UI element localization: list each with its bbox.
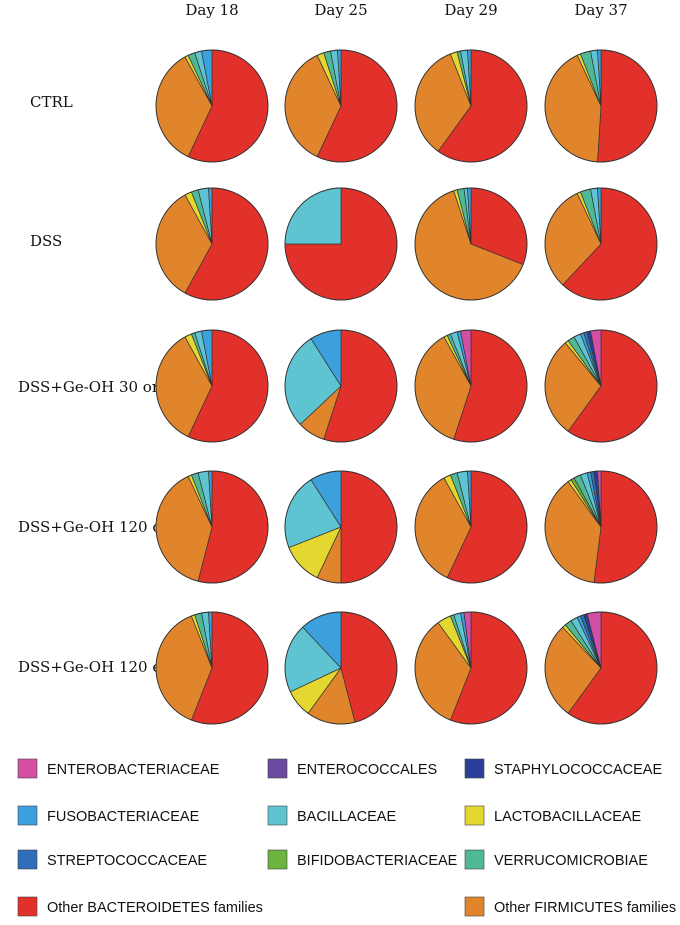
legend-swatch xyxy=(464,758,485,779)
pie-outline xyxy=(155,470,269,584)
legend-label: ENTEROCOCCALES xyxy=(297,762,437,778)
legend-label: BIFIDOBACTERIACEAE xyxy=(297,853,458,869)
pie-outline xyxy=(284,49,398,163)
row-label-dss-geoh-30-or: DSS+Ge-OH 30 or xyxy=(18,378,160,396)
legend-swatch xyxy=(17,896,38,917)
pie-dss-day-29 xyxy=(414,187,528,301)
legend-label: STAPHYLOCOCCACEAE xyxy=(494,762,662,778)
pie-outline xyxy=(414,611,528,725)
legend-label: ENTEROBACTERIACEAE xyxy=(47,762,220,778)
pie-dss-ge-oh-30-or-day-18 xyxy=(155,329,269,443)
column-label-day-25: Day 25 xyxy=(314,1,367,19)
pie-ctrl-day-29 xyxy=(414,49,528,163)
legend-swatch xyxy=(267,849,288,870)
pie-outline xyxy=(155,49,269,163)
slice-bacillaceae xyxy=(284,187,342,245)
legend-swatch xyxy=(464,896,485,917)
slice-other-bacteroidetes-families xyxy=(340,470,398,584)
pie-dss-ge-oh-120-en-day-37 xyxy=(544,611,658,725)
pie-dss-ge-oh-120-en-day-29 xyxy=(414,611,528,725)
slice-other-bacteroidetes-families xyxy=(597,49,658,163)
pie-outline xyxy=(414,187,528,301)
pie-outline xyxy=(284,470,398,584)
pie-outline xyxy=(544,187,658,301)
pie-outline xyxy=(155,329,269,443)
row-label-ctrl: CTRL xyxy=(30,93,73,111)
pie-outline xyxy=(544,611,658,725)
pie-outline xyxy=(155,611,269,725)
legend-item-bifidobacteriaceae: BIFIDOBACTERIACEAE xyxy=(267,849,458,870)
row-label-dss-geoh-120-or: DSS+Ge-OH 120 or xyxy=(18,518,169,536)
legend-item-staphylococcaceae: STAPHYLOCOCCACEAE xyxy=(464,758,662,779)
row-label-dss: DSS xyxy=(30,232,62,250)
legend-swatch xyxy=(464,849,485,870)
pie-outline xyxy=(544,470,658,584)
legend-swatch xyxy=(267,805,288,826)
legend-label: BACILLACEAE xyxy=(297,809,396,825)
legend-item-lactobacillaceae: LACTOBACILLACEAE xyxy=(464,805,642,826)
legend-label: LACTOBACILLACEAE xyxy=(494,809,642,825)
pie-grid xyxy=(155,49,658,725)
pie-ctrl-day-37 xyxy=(544,49,658,163)
pie-dss-ge-oh-120-or-day-37 xyxy=(544,470,658,584)
slice-other-bacteroidetes-families xyxy=(593,470,658,584)
pie-dss-ge-oh-30-or-day-25 xyxy=(284,329,398,443)
pie-dss-ge-oh-30-or-day-29 xyxy=(414,329,528,443)
legend-label: FUSOBACTERIACEAE xyxy=(47,809,200,825)
column-label-day-37: Day 37 xyxy=(574,1,627,19)
legend-item-other-bacteroidetes-families: Other BACTEROIDETES families xyxy=(17,896,263,917)
legend-label: Other BACTEROIDETES families xyxy=(47,900,263,916)
pie-ctrl-day-25 xyxy=(284,49,398,163)
legend-swatch xyxy=(464,805,485,826)
pie-dss-day-18 xyxy=(155,187,269,301)
pie-outline xyxy=(284,187,398,301)
pie-dss-ge-oh-30-or-day-37 xyxy=(544,329,658,443)
column-labels: Day 18 Day 25 Day 29 Day 37 xyxy=(185,1,627,19)
pie-dss-ge-oh-120-en-day-18 xyxy=(155,611,269,725)
legend-label: VERRUCOMICROBIAE xyxy=(494,853,648,869)
legend: ENTEROBACTERIACEAE ENTEROCOCCALES STAPHYLO… xyxy=(17,758,676,917)
pie-dss-day-25 xyxy=(284,187,398,301)
legend-item-verrucomicrobiae: VERRUCOMICROBIAE xyxy=(464,849,648,870)
column-label-day-29: Day 29 xyxy=(444,1,497,19)
legend-label: Other FIRMICUTES families xyxy=(494,900,676,916)
legend-label: STREPTOCOCCACEAE xyxy=(47,853,207,869)
pie-outline xyxy=(414,329,528,443)
pie-ctrl-day-18 xyxy=(155,49,269,163)
legend-item-enterococcales: ENTEROCOCCALES xyxy=(267,758,437,779)
legend-swatch xyxy=(267,758,288,779)
legend-item-enterobacteriaceae: ENTEROBACTERIACEAE xyxy=(17,758,220,779)
row-label-dss-geoh-120-en: DSS+Ge-OH 120 en xyxy=(18,658,171,676)
pie-outline xyxy=(544,49,658,163)
legend-swatch xyxy=(17,805,38,826)
pie-dss-ge-oh-120-or-day-18 xyxy=(155,470,269,584)
column-label-day-18: Day 18 xyxy=(185,1,238,19)
pie-outline xyxy=(414,470,528,584)
legend-item-streptococcaceae: STREPTOCOCCACEAE xyxy=(17,849,207,870)
row-labels: CTRL DSS DSS+Ge-OH 30 or DSS+Ge-OH 120 o… xyxy=(18,93,171,676)
pie-outline xyxy=(284,611,398,725)
pie-outline xyxy=(544,329,658,443)
pie-dss-ge-oh-120-or-day-25 xyxy=(284,470,398,584)
pie-outline xyxy=(155,187,269,301)
legend-swatch xyxy=(17,849,38,870)
legend-item-bacillaceae: BACILLACEAE xyxy=(267,805,396,826)
pie-outline xyxy=(414,49,528,163)
pie-dss-ge-oh-120-en-day-25 xyxy=(284,611,398,725)
legend-item-other-firmicutes-families: Other FIRMICUTES families xyxy=(464,896,676,917)
pie-dss-ge-oh-120-or-day-29 xyxy=(414,470,528,584)
legend-swatch xyxy=(17,758,38,779)
pie-dss-day-37 xyxy=(544,187,658,301)
pie-outline xyxy=(284,329,398,443)
legend-item-fusobacteriaceae: FUSOBACTERIACEAE xyxy=(17,805,200,826)
